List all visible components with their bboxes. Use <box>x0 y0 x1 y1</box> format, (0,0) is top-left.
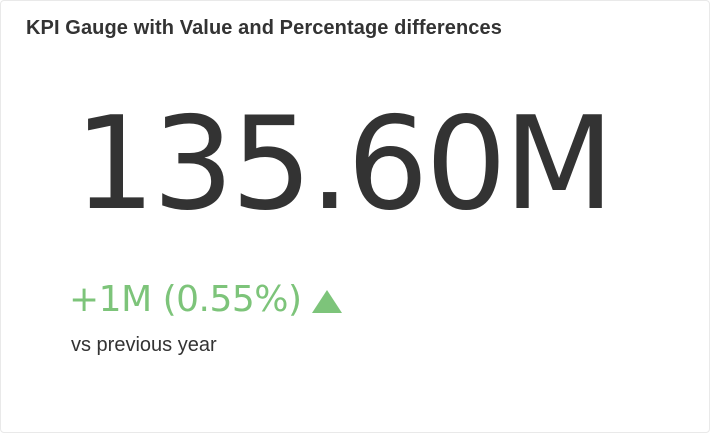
difference-row: +1M (0.55%) <box>69 282 342 318</box>
triangle-up-icon <box>311 289 342 313</box>
widget-title: KPI Gauge with Value and Percentage diff… <box>26 17 502 39</box>
comparison-label: vs previous year <box>71 334 217 356</box>
difference-value: +1M (0.55%) <box>69 279 302 320</box>
kpi-value: 135.60M <box>74 90 614 239</box>
